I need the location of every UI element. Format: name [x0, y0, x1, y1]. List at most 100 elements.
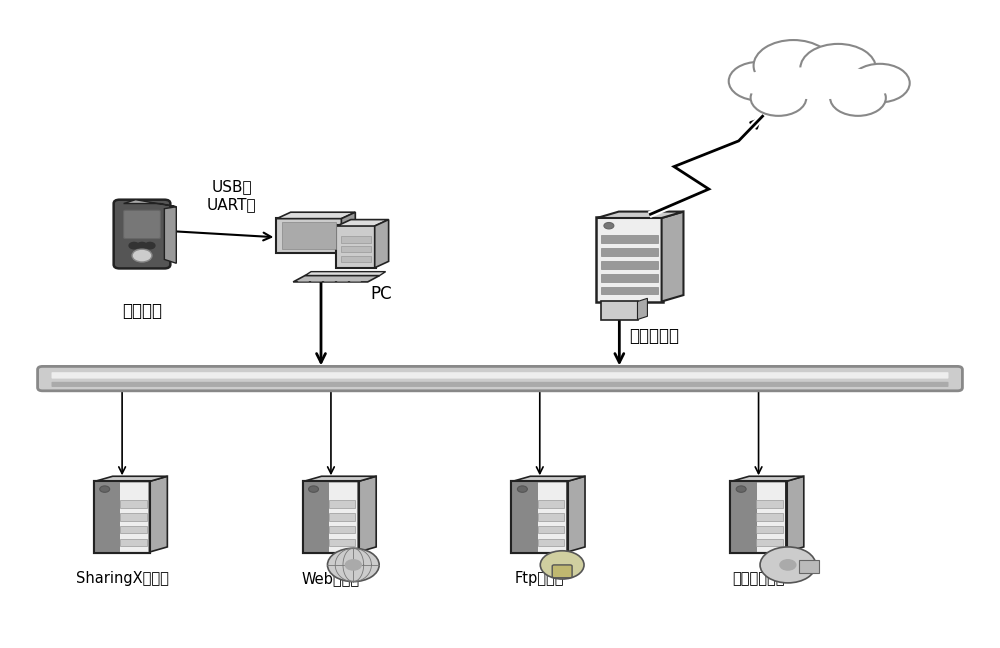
FancyBboxPatch shape	[282, 222, 336, 249]
Circle shape	[137, 242, 147, 249]
Circle shape	[345, 560, 361, 570]
Polygon shape	[95, 476, 167, 481]
FancyBboxPatch shape	[756, 538, 783, 546]
FancyBboxPatch shape	[538, 538, 564, 546]
Circle shape	[604, 222, 614, 229]
FancyBboxPatch shape	[94, 481, 150, 553]
Text: 代理服务器: 代理服务器	[629, 327, 679, 345]
Circle shape	[132, 249, 152, 262]
FancyBboxPatch shape	[329, 500, 355, 508]
Circle shape	[751, 80, 806, 116]
FancyBboxPatch shape	[124, 211, 160, 238]
FancyBboxPatch shape	[730, 481, 787, 553]
FancyBboxPatch shape	[341, 246, 371, 252]
FancyBboxPatch shape	[52, 382, 948, 387]
FancyBboxPatch shape	[120, 500, 147, 508]
FancyBboxPatch shape	[94, 481, 120, 553]
Polygon shape	[305, 272, 386, 275]
FancyBboxPatch shape	[511, 481, 538, 553]
Circle shape	[145, 242, 155, 249]
Text: 固特网: 固特网	[802, 74, 834, 92]
FancyBboxPatch shape	[730, 481, 757, 553]
Circle shape	[129, 242, 139, 249]
FancyBboxPatch shape	[601, 301, 638, 320]
Circle shape	[760, 547, 816, 583]
Circle shape	[729, 62, 788, 100]
Circle shape	[830, 80, 886, 116]
Polygon shape	[337, 220, 389, 226]
Polygon shape	[293, 275, 380, 282]
FancyBboxPatch shape	[756, 500, 783, 508]
Circle shape	[540, 551, 584, 579]
Circle shape	[724, 59, 793, 104]
Circle shape	[746, 76, 811, 119]
Circle shape	[309, 486, 319, 492]
FancyBboxPatch shape	[538, 500, 564, 508]
FancyBboxPatch shape	[511, 481, 568, 553]
Circle shape	[517, 486, 527, 492]
FancyBboxPatch shape	[120, 513, 147, 520]
FancyBboxPatch shape	[756, 513, 783, 520]
FancyBboxPatch shape	[601, 248, 658, 256]
Text: 流媒体服务器: 流媒体服务器	[732, 572, 785, 586]
Polygon shape	[164, 207, 176, 263]
FancyBboxPatch shape	[601, 274, 658, 282]
Ellipse shape	[731, 67, 905, 99]
Polygon shape	[731, 476, 804, 481]
Polygon shape	[375, 220, 389, 268]
FancyBboxPatch shape	[756, 526, 783, 533]
Polygon shape	[662, 212, 683, 301]
Polygon shape	[597, 212, 683, 218]
Text: Ftp服务器: Ftp服务器	[515, 572, 565, 586]
FancyBboxPatch shape	[52, 372, 948, 378]
Ellipse shape	[724, 70, 913, 109]
FancyBboxPatch shape	[341, 255, 371, 262]
FancyBboxPatch shape	[601, 261, 658, 269]
FancyBboxPatch shape	[596, 217, 663, 302]
Polygon shape	[124, 200, 176, 207]
Circle shape	[749, 37, 838, 95]
Circle shape	[736, 486, 746, 492]
Circle shape	[800, 44, 876, 93]
Text: Web服务器: Web服务器	[302, 572, 360, 586]
Polygon shape	[304, 476, 376, 481]
Circle shape	[825, 76, 891, 119]
Polygon shape	[637, 298, 647, 319]
FancyBboxPatch shape	[329, 538, 355, 546]
Circle shape	[845, 61, 915, 106]
FancyBboxPatch shape	[538, 513, 564, 520]
Text: PC: PC	[371, 286, 392, 303]
Circle shape	[327, 548, 379, 582]
FancyBboxPatch shape	[538, 526, 564, 533]
Circle shape	[795, 41, 881, 96]
FancyBboxPatch shape	[329, 526, 355, 533]
Polygon shape	[786, 476, 804, 552]
Ellipse shape	[759, 68, 858, 94]
Text: USB、
UART等: USB、 UART等	[207, 179, 256, 212]
Circle shape	[754, 40, 833, 91]
Polygon shape	[567, 476, 585, 552]
FancyBboxPatch shape	[601, 235, 658, 243]
Polygon shape	[358, 476, 376, 552]
Polygon shape	[341, 212, 355, 252]
Text: SharingX服务器: SharingX服务器	[76, 572, 169, 586]
FancyBboxPatch shape	[120, 526, 147, 533]
FancyBboxPatch shape	[336, 226, 376, 268]
Polygon shape	[277, 212, 355, 218]
FancyBboxPatch shape	[341, 237, 371, 243]
Text: 手机终端: 手机终端	[122, 301, 162, 319]
FancyBboxPatch shape	[114, 200, 170, 268]
Polygon shape	[512, 476, 585, 481]
FancyBboxPatch shape	[303, 481, 329, 553]
FancyBboxPatch shape	[799, 561, 819, 573]
FancyBboxPatch shape	[552, 565, 572, 578]
FancyBboxPatch shape	[276, 218, 342, 253]
FancyBboxPatch shape	[120, 538, 147, 546]
FancyBboxPatch shape	[601, 286, 658, 294]
Circle shape	[100, 486, 110, 492]
FancyBboxPatch shape	[38, 366, 962, 391]
FancyBboxPatch shape	[329, 513, 355, 520]
Circle shape	[780, 560, 796, 570]
FancyBboxPatch shape	[303, 481, 359, 553]
Polygon shape	[149, 476, 167, 552]
